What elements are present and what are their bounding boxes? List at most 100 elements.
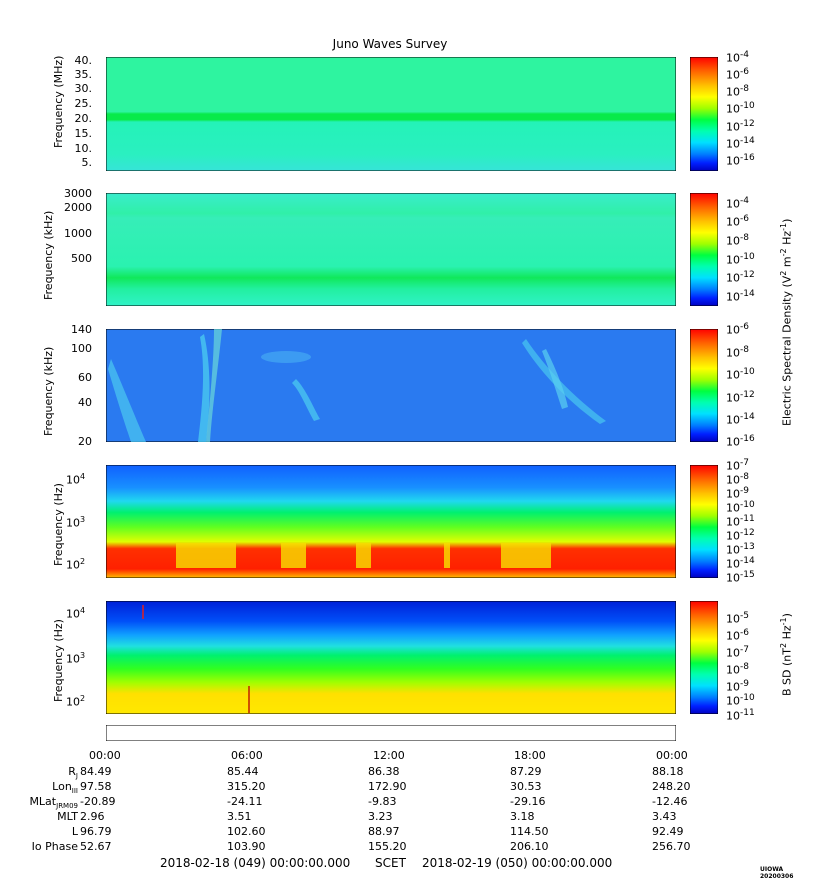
panel-4-ytick: 102 <box>66 557 86 572</box>
colorbar-2-tick: 10-4 <box>726 196 749 211</box>
footer-start: 2018-02-18 (049) 00:00:00.000 <box>160 856 351 870</box>
panel-2-ytick: 1000 <box>64 227 92 240</box>
ephemeris-value: 88.97 <box>368 825 400 838</box>
ephemeris-label: RJ <box>68 765 78 781</box>
colorbar-4-tick: 10-10 <box>726 500 755 515</box>
colorbar-2-tick: 10-8 <box>726 233 749 248</box>
panel-2-ytick: 2000 <box>64 201 92 214</box>
time-axis-strip <box>106 725 676 741</box>
ephemeris-value: 92.49 <box>652 825 684 838</box>
panel-3-ytick: 140 <box>71 323 92 336</box>
panel-4-ylabel: Frequency (Hz) <box>52 483 65 566</box>
panel-3-spectrogram <box>106 329 676 442</box>
panel-3-ytick: 20 <box>78 435 92 448</box>
ephemeris-value: 3.51 <box>227 810 252 823</box>
colorbar-5-tick: 10-6 <box>726 628 749 643</box>
panel-1-ytick: 15. <box>74 127 93 140</box>
ephemeris-value: 87.29 <box>510 765 542 778</box>
ephemeris-value: 97.58 <box>80 780 112 793</box>
panel-5-ytick: 103 <box>66 651 86 666</box>
time-label: 12:00 <box>373 749 405 762</box>
panel-2-spectrogram <box>106 193 676 306</box>
ephemeris-value: 256.70 <box>652 840 691 853</box>
panel-1-spectrogram <box>106 57 676 171</box>
colorbar-5-tick: 10-5 <box>726 611 749 626</box>
ephemeris-value: 86.38 <box>368 765 400 778</box>
panel-1-ytick: 25. <box>74 97 93 110</box>
colorbar-3-tick: 10-6 <box>726 322 749 337</box>
panel-1-ytick: 35. <box>74 68 93 81</box>
ephemeris-value: 3.43 <box>652 810 677 823</box>
panel-5-ytick: 102 <box>66 694 86 709</box>
panel-3-ytick: 60 <box>78 371 92 384</box>
colorbar-1-tick: 10-16 <box>726 153 755 168</box>
colorbar-3-tick: 10-14 <box>726 412 755 427</box>
ephemeris-value: -29.16 <box>510 795 546 808</box>
colorbar-5-tick: 10-11 <box>726 708 755 723</box>
magnetic-colorbar-label: B SD (nT2 Hz-1) <box>779 613 794 696</box>
colorbar-5 <box>690 601 718 714</box>
colorbar-4 <box>690 465 718 578</box>
colorbar-3-tick: 10-16 <box>726 434 755 449</box>
colorbar-4-tick: 10-7 <box>726 458 749 473</box>
panel-3-ytick: 100 <box>71 342 92 355</box>
colorbar-3-tick: 10-8 <box>726 345 749 360</box>
ephemeris-value: 2.96 <box>80 810 105 823</box>
ephemeris-label: MLT <box>57 810 78 823</box>
colorbar-3 <box>690 329 718 442</box>
ephemeris-value: 88.18 <box>652 765 684 778</box>
stamp: UIOWA 20200306 <box>760 866 794 880</box>
ephemeris-label: L <box>71 825 78 838</box>
colorbar-4-tick: 10-14 <box>726 556 755 571</box>
panel-5-ylabel: Frequency (Hz) <box>52 619 65 702</box>
chart-title: Juno Waves Survey <box>332 37 448 51</box>
ephemeris-value: 172.90 <box>368 780 407 793</box>
panel-3-ytick: 40 <box>78 396 92 409</box>
colorbar-4-tick: 10-9 <box>726 486 749 501</box>
ephemeris-value: 102.60 <box>227 825 266 838</box>
colorbar-2-tick: 10-6 <box>726 214 749 229</box>
ephemeris-value: 96.79 <box>80 825 112 838</box>
ephemeris-value: -20.89 <box>80 795 116 808</box>
panel-2-ytick: 500 <box>71 252 92 265</box>
ephemeris-value: 3.23 <box>368 810 393 823</box>
panel-1-ytick: 20. <box>74 112 93 125</box>
panel-4-ytick: 104 <box>66 472 86 487</box>
colorbar-4-tick: 10-12 <box>726 528 755 543</box>
ephemeris-label: Io Phase <box>31 840 78 853</box>
electric-colorbar-label: Electric Spectral Density (V2 m-2 Hz-1) <box>779 218 794 426</box>
panel-3-ylabel: Frequency (kHz) <box>42 346 55 436</box>
footer-end: 2018-02-19 (050) 00:00:00.000 <box>422 856 613 870</box>
time-label: 00:00 <box>656 749 688 762</box>
colorbar-1 <box>690 57 718 171</box>
colorbar-4-tick: 10-8 <box>726 472 749 487</box>
ephemeris-value: 114.50 <box>510 825 549 838</box>
panel-1-ytick: 40. <box>74 54 93 67</box>
footer-scet: SCET <box>375 856 406 870</box>
ephemeris-value: 85.44 <box>227 765 259 778</box>
ephemeris-value: -12.46 <box>652 795 688 808</box>
colorbar-3-tick: 10-12 <box>726 390 755 405</box>
time-label: 06:00 <box>231 749 263 762</box>
panel-4-ytick: 103 <box>66 515 86 530</box>
colorbar-1-tick: 10-4 <box>726 50 749 65</box>
colorbar-2-tick: 10-12 <box>726 270 755 285</box>
ephemeris-value: 3.18 <box>510 810 535 823</box>
colorbar-4-tick: 10-13 <box>726 542 755 557</box>
ephemeris-value: 155.20 <box>368 840 407 853</box>
panel-2-ytick: 3000 <box>64 187 92 200</box>
colorbar-5-tick: 10-9 <box>726 679 749 694</box>
colorbar-1-tick: 10-6 <box>726 67 749 82</box>
time-label: 18:00 <box>514 749 546 762</box>
colorbar-4-tick: 10-15 <box>726 570 755 585</box>
ephemeris-value: 248.20 <box>652 780 691 793</box>
panel-1-ytick: 30. <box>74 82 93 95</box>
ephemeris-label: MLatJRM09 <box>29 795 78 811</box>
ephemeris-value: -9.83 <box>368 795 397 808</box>
colorbar-1-tick: 10-14 <box>726 136 755 151</box>
panel-1-ytick: 10. <box>74 142 93 155</box>
panel-5-ytick: 104 <box>66 606 86 621</box>
ephemeris-label: LonIII <box>52 780 78 796</box>
time-label: 00:00 <box>89 749 121 762</box>
ephemeris-value: 206.10 <box>510 840 549 853</box>
